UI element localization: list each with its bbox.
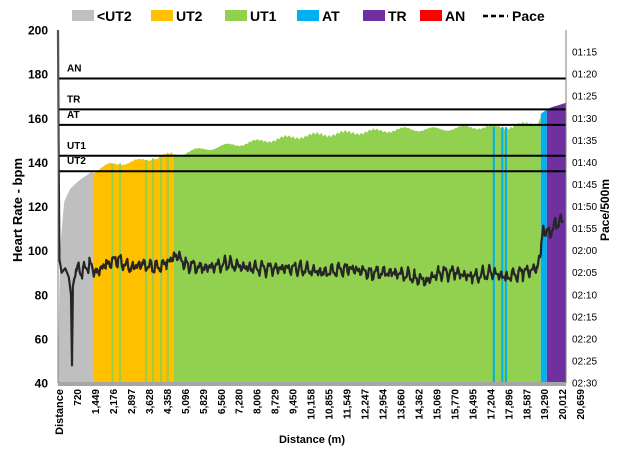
x-tick-label: 5,829 <box>199 389 210 414</box>
pace-tick-label: 01:45 <box>572 180 597 191</box>
zone-stripe-ut1 <box>111 164 114 383</box>
pace-tick-label: 02:00 <box>572 246 597 257</box>
pace-tick-label: 01:25 <box>572 92 597 103</box>
x-tick-label: 15,770 <box>450 389 461 420</box>
x-axis-title: Distance (m) <box>279 434 345 446</box>
pace-tick-label: 01:15 <box>572 48 597 59</box>
x-tick-label: 7,280 <box>235 389 246 414</box>
pace-tick-label: 01:50 <box>572 202 597 213</box>
zone-stripe-ut1 <box>166 155 169 383</box>
x-tick-label: 19,290 <box>540 389 551 420</box>
legend-label-below-ut2: <UT2 <box>97 8 132 24</box>
x-tick-label: 17,204 <box>486 389 497 420</box>
y-tick-label: 80 <box>35 288 49 302</box>
legend-label-tr: TR <box>388 8 407 24</box>
y-axis-title: Heart Rate - bpm <box>10 158 25 262</box>
x-tick-label-distance: Distance <box>54 389 66 435</box>
x-tick-label: 1,449 <box>91 389 102 414</box>
legend-label-ut2: UT2 <box>176 8 203 24</box>
legend-swatch-at <box>297 10 319 21</box>
x-tick-label: 12,954 <box>379 389 390 420</box>
x-tick-label: 3,628 <box>145 389 156 414</box>
threshold-label-ut2: UT2 <box>67 156 86 167</box>
x-tick-label: 12,247 <box>361 389 372 420</box>
legend-swatch-tr <box>363 10 385 21</box>
pace-tick-label: 02:05 <box>572 268 597 279</box>
legend-swatch-an <box>420 10 442 21</box>
x-tick-label: 18,587 <box>522 389 533 420</box>
legend-swatch-below-ut2 <box>72 10 94 21</box>
x-tick-label: 6,560 <box>217 389 228 414</box>
pace-line <box>56 29 564 367</box>
x-tick-label: 20,659 <box>576 389 587 420</box>
pace-tick-label: 01:55 <box>572 224 597 235</box>
x-tick-label: 20,012 <box>558 389 569 420</box>
zone-area-ut1 <box>173 116 541 383</box>
y-tick-label: 140 <box>28 156 48 170</box>
zone-area-at <box>540 109 547 384</box>
x-tick-label: 2,176 <box>109 389 120 414</box>
x-tick-label: 15,069 <box>432 389 443 420</box>
x-tick-label: 10,855 <box>325 389 336 420</box>
y-tick-label: 100 <box>28 244 48 258</box>
pace-tick-label: 02:30 <box>572 379 597 390</box>
threshold-label-ut1: UT1 <box>67 141 86 152</box>
x-tick-label: 17,896 <box>504 389 515 420</box>
pace-tick-label: 01:40 <box>572 158 597 169</box>
legend-swatch-ut2 <box>151 10 173 21</box>
zone-stripe-at <box>504 127 507 383</box>
zone-stripe-ut1 <box>119 163 122 383</box>
zone-area-tr <box>546 102 566 384</box>
x-tick-label: 13,660 <box>397 389 408 420</box>
x-tick-label: 720 <box>73 389 84 406</box>
y-tick-label: 160 <box>28 112 48 126</box>
x-axis-baseline <box>58 382 566 386</box>
pace-tick-label: 01:30 <box>572 114 597 125</box>
x-tick-label: 14,362 <box>414 389 425 420</box>
x-tick-label: 8,729 <box>271 389 282 414</box>
legend-label-at: AT <box>322 8 340 24</box>
pace-tick-label: 02:20 <box>572 334 597 345</box>
axes: 40 60 80 100 120 140 160 180 200 01:15 01:20 01:25 0… <box>28 24 597 435</box>
pace-tick-label: 01:35 <box>572 136 597 147</box>
zone-stripe-at <box>492 127 495 383</box>
pace-tick-label: 02:15 <box>572 312 597 323</box>
secondary-y-axis-title: Pace/500m <box>598 179 612 241</box>
legend-label-ut1: UT1 <box>250 8 277 24</box>
y-tick-label: 40 <box>35 377 49 391</box>
y-tick-label: 60 <box>35 332 49 346</box>
x-tick-label: 8,006 <box>253 389 264 414</box>
x-axis-band <box>58 382 566 386</box>
threshold-label-an: AN <box>67 64 81 75</box>
legend-label-an: AN <box>445 8 465 24</box>
pace-series <box>56 29 564 367</box>
x-tick-label: 11,549 <box>343 389 354 419</box>
x-tick-label: 16,495 <box>468 389 479 420</box>
y-tick-label: 200 <box>28 24 48 38</box>
x-tick-label: 2,897 <box>127 389 138 414</box>
x-tick-label: 10,158 <box>307 389 318 420</box>
threshold-label-tr: TR <box>67 94 81 105</box>
pace-tick-label: 02:10 <box>572 290 597 301</box>
legend: <UT2 UT2 UT1 AT TR AN Pace <box>72 8 545 24</box>
x-tick-label: 9,450 <box>289 389 300 414</box>
y-tick-label: 180 <box>28 68 48 82</box>
legend-swatch-ut1 <box>225 10 247 21</box>
threshold-label-at: AT <box>67 110 80 121</box>
pace-tick-label: 01:20 <box>572 70 597 81</box>
x-tick-label: 5,096 <box>181 389 192 414</box>
x-tick-label: 4,358 <box>163 389 174 414</box>
legend-label-pace: Pace <box>512 8 545 24</box>
zone-stripe-at <box>501 127 504 383</box>
pace-tick-label: 02:25 <box>572 356 597 367</box>
threshold-lines: AN TR AT UT1 UT2 <box>58 64 566 173</box>
y-tick-label: 120 <box>28 200 48 214</box>
